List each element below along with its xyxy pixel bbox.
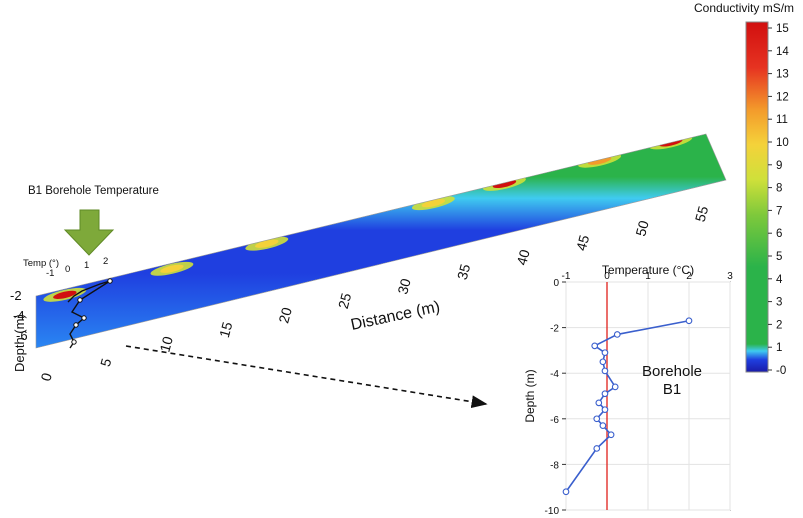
temp-tick-label: -1 (46, 268, 54, 279)
distance-tick-label: 15 (216, 320, 236, 339)
temperature-points (562, 317, 693, 496)
profile-x-tick-label: 0 (604, 271, 610, 282)
distance-tick-label: 35 (454, 262, 474, 281)
colorbar-title: Conductivity mS/m (694, 1, 794, 15)
high-conductivity-zone (255, 239, 279, 248)
colorbar-tick-label: 11 (776, 114, 788, 126)
profile-y-tick-label: -6 (550, 415, 559, 426)
colorbar-tick-label: 5 (776, 251, 782, 263)
colorbar-ticks: 15 14 13 12 11 10 9 8 7 6 5 4 3 2 1 -0 (768, 23, 789, 377)
temp-tick-label: 1 (84, 260, 89, 271)
section-depth-tick-label: -6 (16, 328, 28, 343)
temperature-point (591, 342, 599, 350)
temperature-point (613, 331, 621, 338)
temp-tick-label: 2 (103, 256, 108, 267)
profile-y-label: Depth (m) (523, 369, 537, 422)
colorbar-tick-label: 1 (776, 342, 782, 354)
high-conductivity-zone (587, 156, 612, 165)
temperature-point (685, 317, 693, 325)
distance-tick-label: 50 (632, 219, 652, 238)
high-conductivity-zone (53, 290, 77, 299)
profile-x-tick-label: 1 (645, 271, 651, 282)
temperature-point (562, 488, 570, 496)
distance-tick-label: 0 (37, 371, 55, 383)
colorbar-tick-label: 4 (776, 274, 783, 286)
profile-y-tick-label: 0 (553, 278, 559, 289)
distance-axis-label: Distance (m) (349, 298, 441, 333)
high-conductivity-zone (160, 264, 184, 273)
colorbar-tick-label: 8 (776, 183, 782, 195)
connector-arrow (125, 345, 488, 409)
high-conductivity-zone (421, 199, 446, 208)
temperature-point (599, 358, 607, 366)
high-conductivity-zone (492, 179, 517, 189)
temperature-point (599, 422, 607, 429)
temperature-point (601, 367, 609, 375)
profile-ticks: -1 0 1 2 30-2-4-6-8-10 (545, 271, 734, 517)
profile-x-tick-label: 3 (727, 271, 733, 282)
colorbar (745, 21, 769, 373)
distance-tick-label: 55 (692, 204, 712, 223)
profile-y-tick-label: -4 (550, 369, 559, 380)
distance-tick-label: 40 (513, 248, 533, 267)
conductivity-section (36, 134, 726, 348)
profile-grid (565, 281, 731, 511)
section-depth-label: Depth (m) (12, 314, 27, 372)
profile-y-tick-label: -8 (550, 460, 559, 471)
temperature-point (601, 406, 609, 414)
temperature-profile-chart: -1 0 1 2 30-2-4-6-8-10 Temperature (°C) Dept… (523, 263, 733, 517)
colorbar-tick-label: 9 (776, 160, 782, 172)
borehole-label: B1 Borehole Temperature (28, 185, 159, 197)
temp-axis-label: Temp (°) (23, 258, 59, 269)
profile-y-tick-label: -10 (545, 506, 560, 517)
colorbar-tick-label: 13 (776, 69, 789, 81)
profile-x-tick-label: -1 (562, 271, 571, 282)
profile-x-tick-label: 2 (686, 271, 692, 282)
temperature-point (593, 445, 601, 452)
colorbar-tick-label: 3 (776, 297, 782, 309)
temp-tick-label: 0 (65, 264, 70, 275)
distance-tick-label: 20 (275, 305, 295, 324)
section-depth-tick-label: -2 (10, 288, 22, 303)
colorbar-tick-label: 12 (776, 91, 789, 103)
distance-tick-label: 45 (573, 233, 593, 252)
down-arrow-icon (63, 209, 115, 256)
distance-tick-label: 25 (335, 291, 355, 310)
colorbar-tick-label: 2 (776, 319, 782, 331)
colorbar-tick-label: 10 (776, 137, 789, 149)
temperature-point (601, 390, 609, 398)
distance-tick-label: 10 (156, 334, 176, 353)
colorbar-tick-label: -0 (776, 365, 786, 377)
profile-y-tick-label: -2 (550, 324, 559, 335)
section-depth-tick-label: -4 (13, 308, 25, 323)
temperature-point (611, 383, 619, 391)
borehole-temp-overlay (67, 278, 113, 349)
borehole-text-line1: Borehole (642, 363, 702, 380)
temperature-point (593, 415, 601, 423)
profile-x-label: Temperature (°C) (602, 263, 694, 277)
distance-tick-label: 30 (394, 276, 414, 295)
temperature-point (607, 431, 615, 439)
section-outline (35, 133, 727, 349)
temperature-point (601, 349, 609, 357)
colorbar-tick-label: 14 (776, 46, 789, 58)
colorbar-tick-label: 7 (776, 205, 782, 217)
borehole-text-line2: B1 (663, 381, 681, 398)
temperature-point (595, 399, 603, 407)
colorbar-tick-label: 15 (776, 23, 789, 35)
colorbar-tick-label: 6 (776, 228, 782, 240)
distance-tick-label: 5 (97, 356, 115, 368)
